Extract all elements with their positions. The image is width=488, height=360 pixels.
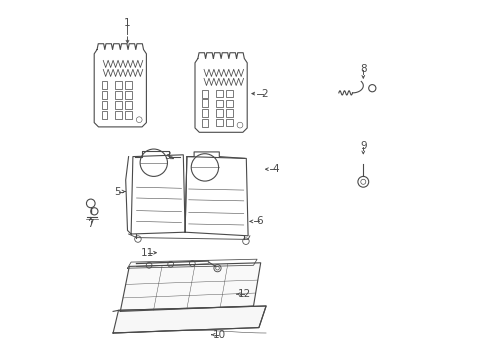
- Text: 11: 11: [141, 248, 154, 258]
- Text: 3: 3: [163, 150, 170, 161]
- Text: 10: 10: [212, 330, 225, 340]
- Bar: [225, 109, 233, 117]
- Bar: [225, 119, 233, 126]
- Bar: [102, 101, 107, 109]
- Text: 4: 4: [272, 164, 279, 174]
- Bar: [225, 100, 233, 107]
- Text: 7: 7: [87, 219, 94, 229]
- Bar: [125, 81, 132, 89]
- Bar: [102, 91, 107, 99]
- Bar: [115, 101, 122, 109]
- Bar: [125, 111, 132, 119]
- Bar: [215, 119, 223, 126]
- Bar: [125, 91, 132, 99]
- Bar: [115, 81, 122, 89]
- Bar: [115, 111, 122, 119]
- Bar: [215, 109, 223, 117]
- Polygon shape: [120, 263, 260, 311]
- Text: 8: 8: [359, 64, 366, 74]
- Bar: [102, 81, 107, 89]
- Bar: [202, 99, 207, 107]
- Text: 1: 1: [124, 18, 131, 28]
- Bar: [202, 109, 207, 117]
- Text: 12: 12: [237, 289, 251, 299]
- Bar: [202, 90, 207, 98]
- Bar: [125, 101, 132, 109]
- Text: 9: 9: [359, 141, 366, 151]
- Bar: [115, 91, 122, 99]
- Bar: [202, 118, 207, 127]
- Bar: [215, 100, 223, 107]
- Text: 5: 5: [114, 186, 121, 197]
- Text: 2: 2: [261, 89, 267, 99]
- Text: 6: 6: [256, 216, 263, 226]
- Bar: [102, 111, 107, 119]
- Polygon shape: [113, 306, 265, 333]
- Bar: [215, 90, 223, 98]
- Bar: [225, 90, 233, 98]
